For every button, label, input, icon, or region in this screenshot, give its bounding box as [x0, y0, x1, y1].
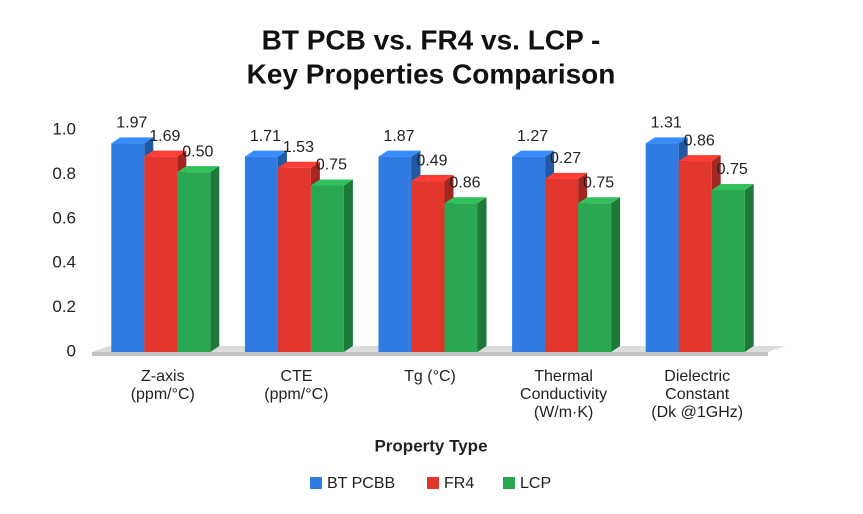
legend-label: BT PCBB	[327, 475, 395, 492]
data-label: 0.27	[550, 150, 581, 167]
bar	[578, 203, 612, 352]
bar-top	[244, 150, 287, 157]
x-tick-label: Thermal	[534, 368, 593, 385]
data-label: 1.97	[116, 115, 147, 132]
legend-label: LCP	[520, 475, 551, 492]
legend-swatch	[503, 477, 515, 489]
bar-group	[177, 166, 220, 352]
bar-top	[578, 197, 621, 204]
data-label: 0.75	[717, 161, 748, 178]
bar-top	[111, 137, 154, 144]
data-label: 0.50	[182, 143, 213, 160]
legend-swatch	[427, 477, 439, 489]
chart-title: BT PCB vs. FR4 vs. LCP -	[262, 24, 601, 55]
bar-top	[545, 172, 588, 179]
data-label: 0.86	[449, 174, 480, 191]
bar-top	[277, 161, 320, 168]
bar-group	[310, 179, 353, 352]
bar-top	[177, 166, 220, 173]
data-label: 1.31	[651, 115, 682, 132]
x-tick-label: Z-axis	[141, 368, 185, 385]
bar-top	[678, 155, 721, 162]
bar-top	[310, 179, 353, 186]
bar	[310, 185, 344, 352]
bar	[711, 189, 745, 352]
bar	[444, 203, 478, 352]
legend-label: FR4	[444, 475, 474, 492]
bar-side	[343, 179, 353, 352]
bar	[512, 156, 546, 352]
bar-group	[578, 197, 621, 352]
bar-side	[611, 197, 621, 352]
bar-top	[645, 137, 688, 144]
x-tick-label: Dielectric	[664, 368, 730, 385]
data-label: 1.71	[250, 128, 281, 145]
bar	[144, 156, 178, 352]
x-tick-label: (ppm/°C)	[264, 386, 328, 403]
chart-title: Key Properties Comparison	[247, 58, 616, 89]
data-label: 1.53	[283, 139, 314, 156]
bar	[277, 167, 311, 352]
legend-swatch	[310, 477, 322, 489]
bar-top	[711, 183, 754, 190]
bar-side	[744, 183, 754, 352]
x-tick-label: (ppm/°C)	[131, 386, 195, 403]
floor-edge	[92, 352, 768, 356]
bar-group	[444, 197, 487, 352]
data-label: 0.75	[583, 174, 614, 191]
y-tick-label: 0	[67, 341, 76, 360]
y-tick-label: 0.6	[52, 208, 76, 227]
bar-side	[210, 166, 220, 352]
y-tick-label: 1.0	[52, 119, 76, 138]
bar-top	[512, 150, 555, 157]
data-label: 1.87	[383, 128, 414, 145]
x-tick-label: Conductivity	[520, 386, 607, 403]
bar	[111, 143, 145, 352]
bar	[645, 143, 679, 352]
bar	[678, 161, 712, 352]
bar-top	[378, 150, 421, 157]
bar	[411, 181, 445, 352]
data-label: 0.49	[416, 152, 447, 169]
bar	[177, 172, 211, 352]
bar-group	[711, 183, 754, 352]
y-tick-label: 0.8	[52, 164, 76, 183]
bar	[545, 178, 579, 352]
x-tick-label: (Dk @1GHz)	[651, 404, 743, 421]
x-tick-label: Tg (°C)	[404, 368, 456, 385]
bar	[378, 156, 412, 352]
x-tick-label: Constant	[665, 386, 730, 403]
data-label: 0.86	[684, 132, 715, 149]
y-tick-label: 0.4	[52, 253, 76, 272]
data-label: 1.27	[517, 128, 548, 145]
bar-top	[411, 175, 454, 182]
x-tick-label: CTE	[280, 368, 312, 385]
bar-top	[444, 197, 487, 204]
x-tick-label: (W/m·K)	[534, 404, 594, 421]
bar	[244, 156, 278, 352]
bar-side	[477, 197, 487, 352]
y-tick-label: 0.2	[52, 297, 76, 316]
data-label: 0.75	[316, 157, 347, 174]
bar-top	[144, 150, 187, 157]
x-axis-label: Property Type	[374, 436, 487, 455]
data-label: 1.69	[149, 128, 180, 145]
